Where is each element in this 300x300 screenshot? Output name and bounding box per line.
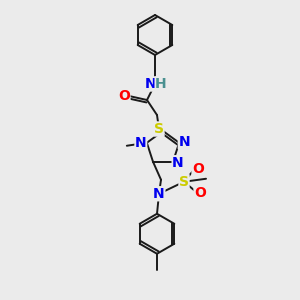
Text: N: N [172, 156, 184, 170]
Text: S: S [154, 122, 164, 136]
Text: N: N [145, 77, 157, 91]
Text: N: N [153, 187, 165, 201]
Text: N: N [135, 136, 147, 150]
Text: N: N [178, 135, 190, 149]
Text: O: O [192, 162, 204, 176]
Text: H: H [155, 77, 167, 91]
Text: O: O [118, 89, 130, 103]
Text: O: O [194, 186, 206, 200]
Text: S: S [179, 175, 189, 189]
